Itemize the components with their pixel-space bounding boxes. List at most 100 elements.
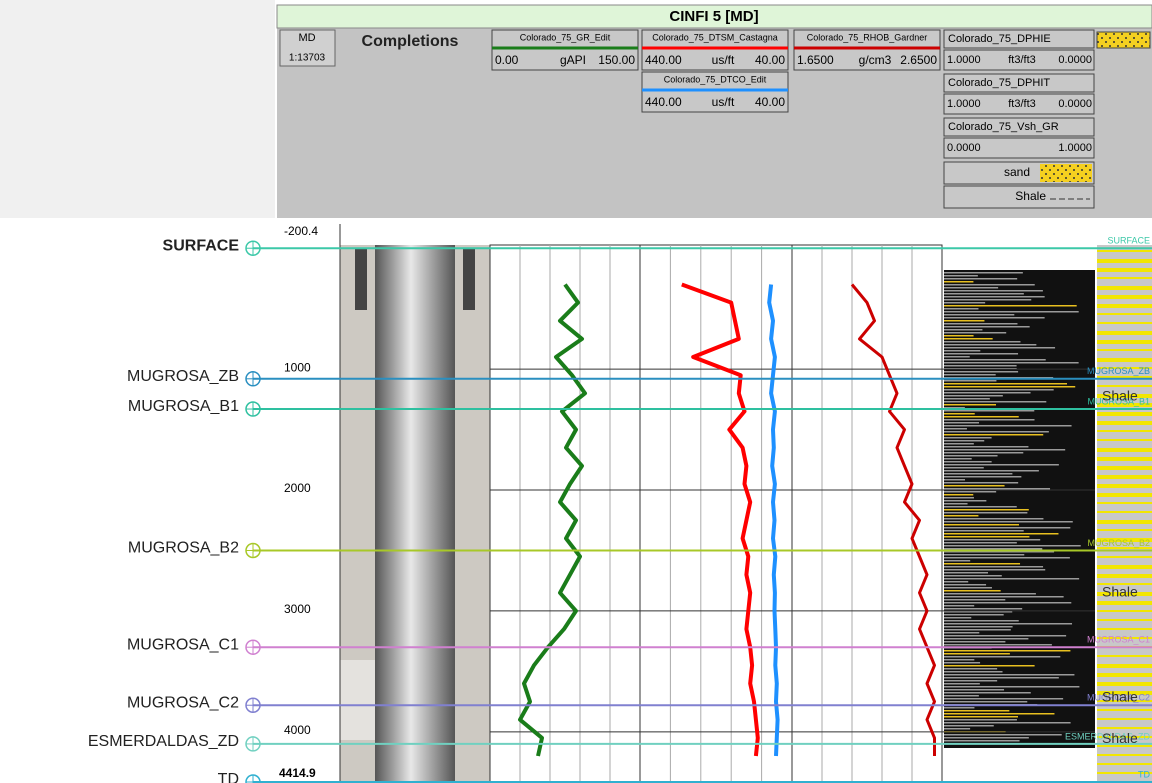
porosity-streak (944, 548, 1043, 550)
porosity-streak (944, 431, 1049, 433)
porosity-streak (944, 335, 974, 337)
curve-name: Colorado_75_DPHIE (948, 33, 1051, 45)
depth-tick-label: 1000 (284, 360, 311, 374)
porosity-streak (944, 476, 1022, 478)
porosity-streak (944, 713, 1055, 715)
porosity-streak (944, 536, 1030, 538)
lithology-stripe (1097, 475, 1152, 479)
porosity-streak (944, 626, 1013, 628)
porosity-streak (944, 425, 1072, 427)
curve-header (641, 29, 789, 71)
md-label: MD (298, 32, 315, 44)
curve-header (491, 29, 639, 71)
lithology-stripe (1097, 736, 1152, 738)
lithology-stripe (1097, 304, 1152, 308)
lithology-stripe (1097, 358, 1152, 362)
lithology-stripe (1097, 772, 1152, 774)
lithology-stripe (1097, 637, 1152, 639)
scale-left: 1.0000 (947, 98, 981, 110)
lithology-stripe (1097, 628, 1152, 630)
porosity-streak (944, 278, 1018, 280)
porosity-streak (944, 434, 1044, 436)
scale-left: 0.0000 (947, 142, 981, 154)
porosity-streak (944, 692, 1031, 694)
scale-unit: ft3/ft3 (1008, 54, 1036, 66)
lith-sand: sand (1004, 165, 1030, 179)
porosity-streak (944, 521, 1073, 523)
porosity-streak (944, 437, 992, 439)
decorations (944, 250, 1152, 783)
porosity-streak (944, 596, 1064, 598)
porosity-streak (944, 452, 1024, 454)
log-curve (767, 284, 780, 757)
porosity-streak (944, 605, 975, 607)
porosity-streak (944, 608, 1023, 610)
porosity-streak (944, 359, 1046, 361)
lithology-stripe (1097, 277, 1152, 279)
top-label: TD (218, 771, 239, 783)
top-tag: MUGROSA_B1 (1087, 396, 1150, 406)
porosity-streak (944, 656, 1061, 658)
track-bg (639, 244, 793, 783)
top-tag: MUGROSA_ZB (1087, 366, 1150, 376)
lith-label: Shale (1102, 584, 1138, 600)
top-tag: TD (1138, 769, 1150, 779)
shale-box (943, 185, 1095, 209)
scale-right: 150.00 (598, 53, 635, 67)
lith-label: Shale (1102, 388, 1138, 404)
porosity-streak (944, 326, 1030, 328)
lithology-stripe (1097, 529, 1152, 531)
porosity-streak (944, 293, 1024, 295)
porosity-streak (944, 701, 1028, 703)
lithology-stripe (1097, 538, 1152, 542)
cement-light (340, 660, 375, 740)
porosity-streak (944, 302, 986, 304)
scale-left: 1.0000 (947, 54, 981, 66)
porosity-streak (944, 353, 1019, 355)
lithology-stripe (1097, 421, 1152, 425)
top-tag: MUGROSA_C2 (1087, 693, 1150, 703)
scale-unit: ft3/ft3 (1008, 98, 1036, 110)
scale-right: 0.0000 (1058, 54, 1092, 66)
porosity-streak (944, 383, 1068, 385)
top-tag: MUGROSA_C1 (1087, 635, 1150, 645)
porosity-streak (944, 305, 1077, 307)
porosity-streak (944, 311, 1079, 313)
porosity-streak (944, 341, 1021, 343)
porosity-streak (944, 578, 1080, 580)
scale-left: 1.6500 (797, 53, 834, 67)
porosity-streak (944, 737, 1029, 739)
lithology-stripe (1097, 367, 1152, 369)
porosity-streak (944, 374, 996, 376)
lith-label: Shale (1102, 730, 1138, 746)
lithology-stripe (1097, 700, 1152, 702)
porosity-streak (944, 650, 1071, 652)
lithology-stripe (1097, 520, 1152, 524)
top-label: MUGROSA_B2 (128, 540, 239, 557)
top-label: MUGROSA_C2 (127, 694, 239, 711)
well-title: CINFI 5 [MD] (669, 8, 758, 25)
porosity-streak (944, 377, 1054, 379)
porosity-streak (944, 662, 981, 664)
porosity-streak (944, 467, 984, 469)
porosity-scale-box (943, 49, 1095, 71)
porosity-streak (944, 281, 974, 283)
lithology-stripe (1097, 682, 1152, 686)
porosity-streak (944, 593, 1036, 595)
lithology-stripe (1097, 511, 1152, 513)
porosity-streak (944, 686, 1080, 688)
porosity-streak (944, 557, 1070, 559)
porosity-streak (944, 668, 998, 670)
porosity-streak (944, 446, 1029, 448)
porosity-streak (944, 284, 1035, 286)
porosity-streak (944, 635, 1067, 637)
curve-name: Colorado_75_Vsh_GR (948, 121, 1059, 133)
porosity-streak (944, 725, 994, 727)
top-label: ESMERDALDAS_ZD (88, 733, 239, 750)
porosity-streak (944, 398, 990, 400)
lithology-stripe (1097, 664, 1152, 668)
porosity-streak (944, 629, 1011, 631)
porosity-streak (944, 560, 971, 562)
porosity-streak (944, 554, 1025, 556)
tubing (375, 245, 455, 783)
